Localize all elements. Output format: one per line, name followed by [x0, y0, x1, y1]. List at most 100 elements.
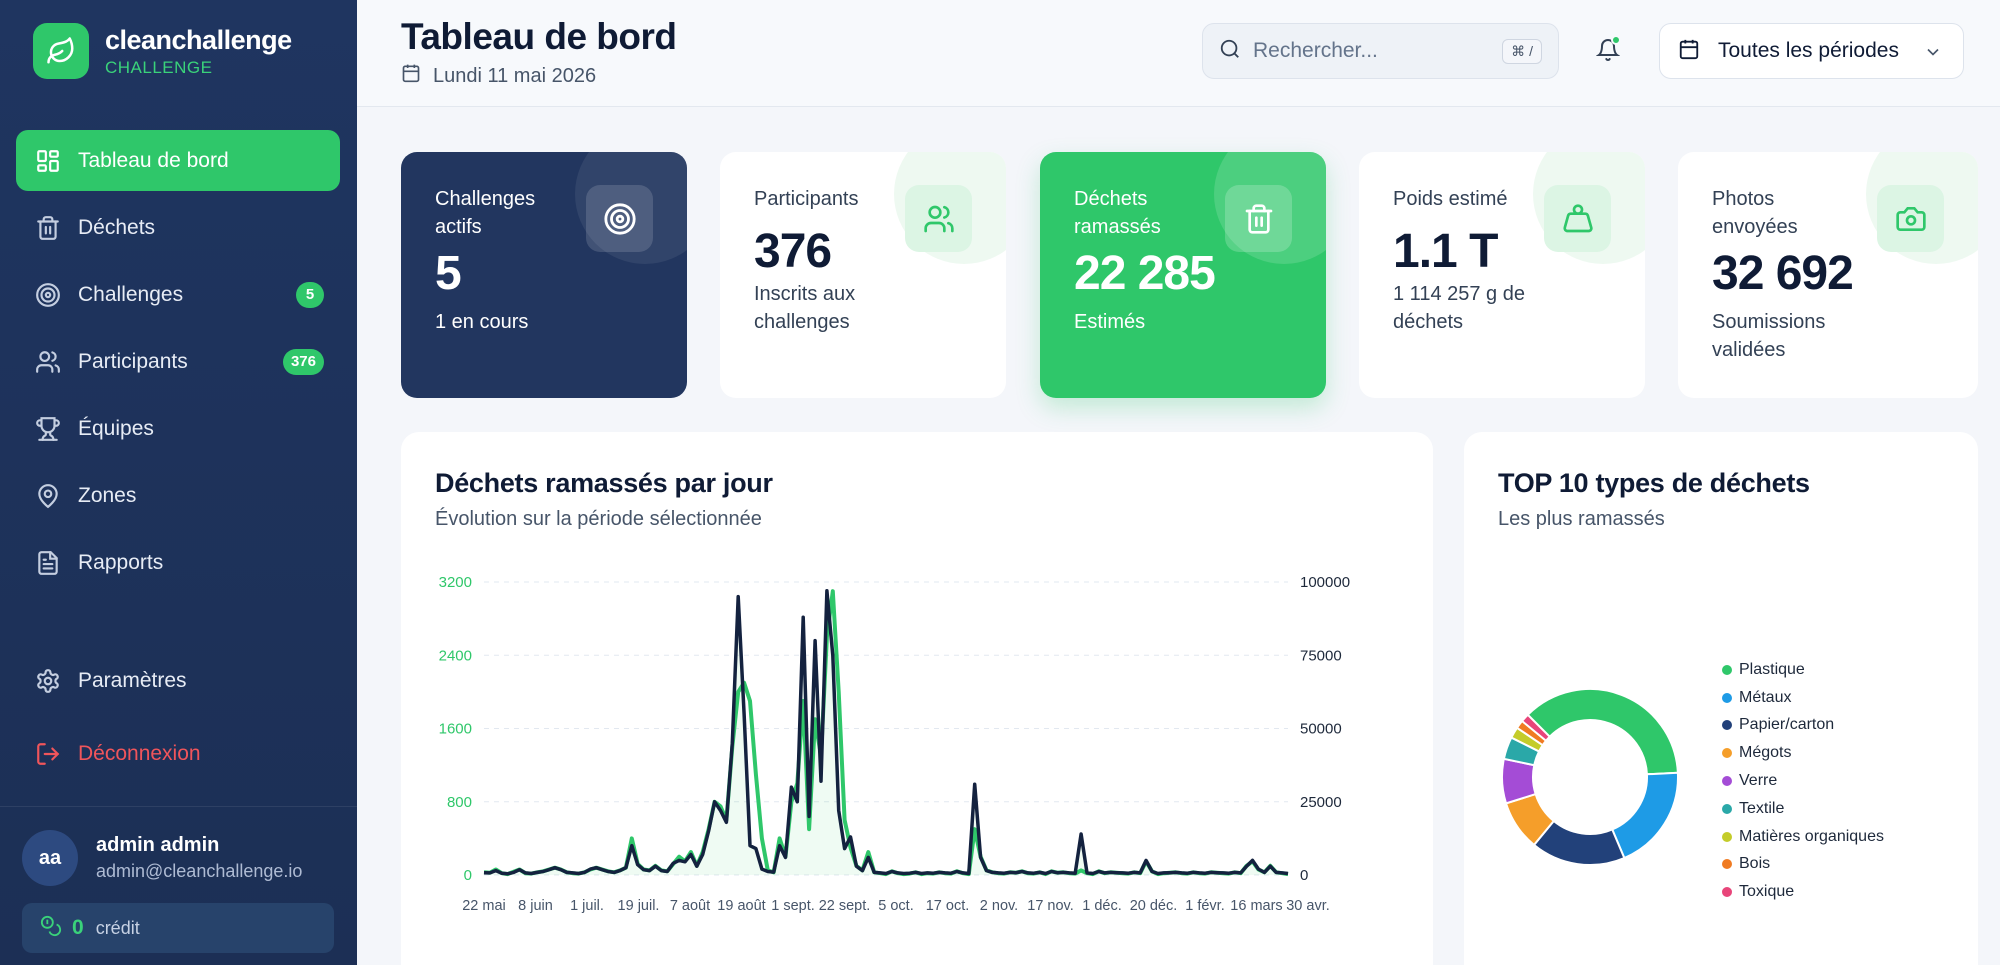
legend-item: Matières organiques: [1722, 823, 1884, 851]
sidebar-item-label: Rapports: [78, 550, 164, 574]
kpi-subtext: Soumissions validées: [1712, 311, 1826, 361]
sidebar-item-zones[interactable]: Zones: [16, 465, 340, 526]
panel-title: TOP 10 types de déchets: [1498, 468, 1810, 498]
kpi-participants[interactable]: Participants 376 Inscrits aux challenges: [720, 152, 1006, 398]
kpi-value: 22 285: [1074, 247, 1216, 300]
legend-item: Métaux: [1722, 684, 1884, 712]
legend-item: Papier/carton: [1722, 712, 1884, 740]
sidebar-item-label: Tableau de bord: [78, 148, 229, 172]
page-date: Lundi 11 mai 2026: [401, 63, 596, 89]
legend-dot: [1722, 664, 1732, 675]
kpi-value: 32 692: [1712, 247, 1854, 300]
legend-label: Mégots: [1739, 744, 1792, 762]
panel-title: Déchets ramassés par jour: [435, 468, 773, 498]
search-icon: [1219, 38, 1241, 65]
notifications-button[interactable]: [1590, 34, 1626, 70]
kpi-label: Déchets ramassés: [1074, 188, 1161, 238]
panel-subtitle: Évolution sur la période sélectionnée: [435, 508, 762, 530]
trash-icon: [34, 214, 62, 242]
credit-value: 0: [72, 916, 84, 939]
legend-label: Plastique: [1739, 660, 1805, 678]
kpi-label: Participants: [754, 188, 859, 210]
map-pin-icon: [34, 482, 62, 510]
target-icon: [34, 281, 62, 309]
users-icon: [905, 185, 972, 252]
kpi-subtext: 1 en cours: [435, 311, 529, 333]
kpi-subtext: 1 114 257 g de déchets: [1393, 283, 1525, 333]
notification-dot: [1611, 35, 1621, 45]
document-icon: [34, 549, 62, 577]
leaf-icon: [33, 23, 89, 79]
dashboard-grid-icon: [34, 147, 62, 175]
legend-item: Textile: [1722, 795, 1884, 823]
kpi-label: Poids estimé: [1393, 188, 1508, 210]
legend-dot: [1722, 803, 1732, 814]
participants-count-badge: 376: [282, 348, 324, 375]
logout-icon: [34, 740, 62, 768]
sidebar-divider: [0, 806, 357, 807]
brand-subtitle: CHALLENGE: [105, 58, 213, 77]
coins-icon: [40, 915, 62, 942]
period-value: Toutes les périodes: [1718, 39, 1899, 62]
camera-icon: [1877, 185, 1944, 252]
legend-dot: [1722, 887, 1732, 898]
avatar: aa: [22, 830, 78, 886]
search-box[interactable]: ⌘ /: [1202, 23, 1559, 79]
trophy-icon: [34, 415, 62, 443]
sidebar-item-logout[interactable]: Déconnexion: [16, 723, 340, 784]
period-select[interactable]: Toutes les périodes: [1659, 23, 1964, 79]
sidebar-item-label: Déconnexion: [78, 741, 201, 765]
panel-subtitle: Les plus ramassés: [1498, 508, 1665, 530]
sidebar-item-label: Paramètres: [78, 668, 187, 692]
sidebar-item-label: Participants: [78, 349, 188, 373]
sidebar-item-challenges[interactable]: Challenges 5: [16, 264, 340, 325]
legend-dot: [1722, 720, 1732, 731]
sidebar: cleanchallenge CHALLENGE Tableau de bord…: [0, 0, 357, 965]
legend-dot: [1722, 859, 1732, 870]
kpi-active-challenges[interactable]: Challenges actifs 5 1 en cours: [401, 152, 687, 398]
sidebar-item-dashboard[interactable]: Tableau de bord: [16, 130, 340, 191]
target-icon: [586, 185, 653, 252]
credit-label: crédit: [95, 917, 140, 938]
sidebar-item-teams[interactable]: Équipes: [16, 398, 340, 459]
user-name: admin admin: [96, 834, 220, 856]
brand[interactable]: cleanchallenge CHALLENGE: [33, 23, 292, 79]
daily-waste-panel: Déchets ramassés par jour Évolution sur …: [401, 432, 1433, 965]
sidebar-item-label: Challenges: [78, 282, 184, 306]
kpi-estimated-weight[interactable]: Poids estimé 1.1 T 1 114 257 g de déchet…: [1359, 152, 1645, 398]
challenges-count-badge: 5: [296, 281, 324, 308]
page-title: Tableau de bord: [401, 16, 677, 57]
kpi-label: Challenges actifs: [435, 188, 536, 238]
sidebar-item-settings[interactable]: Paramètres: [16, 650, 340, 711]
legend-label: Verre: [1739, 772, 1778, 790]
kpi-label: Photos envoyées: [1712, 188, 1798, 238]
brand-name: cleanchallenge: [105, 25, 292, 55]
sidebar-item-participants[interactable]: Participants 376: [16, 331, 340, 392]
user-profile[interactable]: aa admin admin admin@cleanchallenge.io: [22, 830, 302, 886]
top-header: Tableau de bord Lundi 11 mai 2026 ⌘ / To…: [357, 0, 2000, 107]
calendar-icon: [1678, 38, 1700, 65]
sidebar-item-label: Déchets: [78, 215, 156, 239]
users-icon: [34, 348, 62, 376]
legend-dot: [1722, 748, 1732, 759]
kpi-subtext: Inscrits aux challenges: [754, 283, 856, 333]
kpi-photos-sent[interactable]: Photos envoyées 32 692 Soumissions valid…: [1678, 152, 1978, 398]
kpi-waste-collected[interactable]: Déchets ramassés 22 285 Estimés: [1040, 152, 1326, 398]
kpi-value: 1.1 T: [1393, 225, 1498, 278]
gear-icon: [34, 667, 62, 695]
legend-item: Bois: [1722, 851, 1884, 879]
credit-box[interactable]: 0 crédit: [22, 903, 334, 953]
legend-label: Textile: [1739, 799, 1785, 817]
legend-item: Verre: [1722, 767, 1884, 795]
sidebar-item-reports[interactable]: Rapports: [16, 532, 340, 593]
kpi-subtext: Estimés: [1074, 311, 1146, 333]
sidebar-item-label: Zones: [78, 483, 137, 507]
sidebar-item-waste[interactable]: Déchets: [16, 197, 340, 258]
legend-label: Matières organiques: [1739, 827, 1884, 845]
legend-dot: [1722, 692, 1732, 703]
kpi-value: 376: [754, 225, 832, 278]
donut-legend: Plastique Métaux Papier/carton Mégots Verre T…: [1722, 656, 1884, 906]
legend-label: Métaux: [1739, 688, 1792, 706]
search-input[interactable]: [1253, 39, 1483, 63]
sidebar-item-label: Équipes: [78, 416, 154, 440]
